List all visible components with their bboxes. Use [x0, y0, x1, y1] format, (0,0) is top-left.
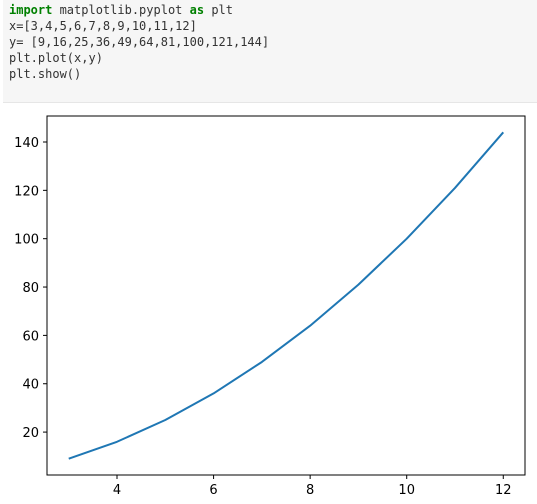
x-tick-label: 6 [209, 483, 217, 498]
plot-output: 4 6 8 10 12 20 40 60 80 100 120 140 [0, 104, 537, 500]
axes-frame [47, 116, 525, 475]
code-line: y= [9,16,25,36,49,64,81,100,121,144] [9, 34, 537, 50]
code-line: plt.show() [9, 66, 537, 82]
line-chart: 4 6 8 10 12 20 40 60 80 100 120 140 [0, 104, 537, 500]
y-tick-label: 120 [14, 184, 39, 199]
code-text: y= [9,16,25,36,49,64,81,100,121,144] [9, 35, 269, 49]
code-line: plt.plot(x,y) [9, 50, 537, 66]
y-tick-label: 20 [22, 426, 39, 441]
y-tick-label: 100 [14, 233, 39, 248]
x-tick-label: 10 [398, 483, 415, 498]
code-lines: import matplotlib.pyplot as plt x=[3,4,5,… [9, 2, 537, 82]
code-line: x=[3,4,5,6,7,8,9,10,11,12] [9, 18, 537, 34]
x-tick-label: 8 [306, 483, 314, 498]
series-group [69, 132, 504, 458]
x-axis: 4 6 8 10 12 [113, 475, 512, 498]
y-tick-label: 60 [22, 329, 39, 344]
x-tick-label: 12 [495, 483, 512, 498]
code-keyword: import [9, 3, 52, 17]
code-text: x=[3,4,5,6,7,8,9,10,11,12] [9, 19, 197, 33]
code-keyword: as [190, 3, 204, 17]
y-axis: 20 40 60 80 100 120 140 [14, 136, 47, 441]
code-cell[interactable]: import matplotlib.pyplot as plt x=[3,4,5,… [3, 0, 537, 103]
code-text: plt.plot(x,y) [9, 51, 103, 65]
y-tick-label: 140 [14, 136, 39, 151]
x-tick-label: 4 [113, 483, 121, 498]
code-text: plt.show() [9, 67, 81, 81]
code-text: plt [204, 3, 233, 17]
series-line [69, 132, 504, 458]
code-text: matplotlib.pyplot [52, 3, 189, 17]
y-tick-label: 40 [22, 378, 39, 393]
y-tick-label: 80 [22, 281, 39, 296]
code-line: import matplotlib.pyplot as plt [9, 2, 537, 18]
